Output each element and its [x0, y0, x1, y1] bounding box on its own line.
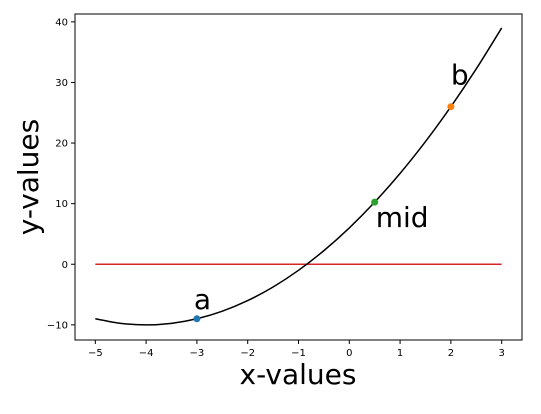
point-label-a: a	[194, 283, 211, 316]
y-tick-label: 30	[55, 78, 68, 89]
x-tick-label: −3	[190, 348, 205, 359]
x-tick-label: −5	[88, 348, 103, 359]
x-tick-label: 3	[498, 348, 504, 359]
y-axis-title: y-values	[12, 119, 45, 236]
point-a	[193, 315, 201, 323]
marked-points: a mid b	[193, 59, 469, 323]
x-tick-label: −1	[291, 348, 306, 359]
point-label-mid: mid	[376, 201, 429, 234]
y-tick-label: 20	[55, 139, 68, 150]
point-b	[447, 103, 455, 111]
curve-line	[95, 27, 503, 326]
x-tick-label: 2	[448, 348, 454, 359]
x-axis-title: x-values	[240, 358, 357, 391]
x-tick-label: 0	[346, 348, 352, 359]
point-label-b: b	[451, 59, 469, 92]
point-mid	[371, 198, 379, 206]
x-tick-label: 1	[397, 348, 403, 359]
y-tick-label: −10	[47, 320, 68, 331]
y-axis: −10 0 10 20 30 40	[47, 17, 75, 331]
x-tick-label: −4	[139, 348, 154, 359]
y-tick-label: 40	[55, 17, 68, 28]
y-tick-label: 0	[62, 260, 68, 271]
x-axis: −5 −4 −3 −2 −1 0 1 2 3	[88, 340, 505, 359]
y-tick-label: 10	[55, 199, 68, 210]
x-tick-label: −2	[240, 348, 255, 359]
